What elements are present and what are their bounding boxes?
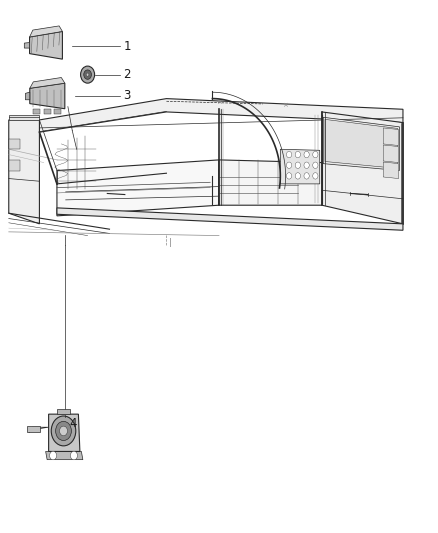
Polygon shape — [25, 92, 30, 100]
Circle shape — [60, 426, 67, 436]
Polygon shape — [325, 119, 398, 168]
Polygon shape — [383, 128, 399, 146]
Polygon shape — [46, 451, 83, 459]
Circle shape — [304, 162, 309, 168]
Polygon shape — [57, 160, 219, 216]
Polygon shape — [29, 427, 49, 433]
Circle shape — [304, 151, 309, 158]
Text: 4: 4 — [69, 417, 77, 430]
Text: 3: 3 — [124, 90, 131, 102]
Polygon shape — [33, 109, 40, 114]
Polygon shape — [39, 99, 403, 132]
Polygon shape — [25, 43, 30, 48]
Circle shape — [304, 173, 309, 179]
Polygon shape — [30, 26, 62, 37]
Polygon shape — [383, 145, 399, 163]
Polygon shape — [322, 112, 403, 224]
Circle shape — [71, 451, 78, 460]
Text: |: | — [169, 238, 172, 247]
Polygon shape — [280, 149, 320, 184]
Polygon shape — [57, 408, 70, 414]
Text: ×: × — [216, 99, 222, 106]
Text: 1: 1 — [124, 40, 131, 53]
Circle shape — [51, 416, 76, 446]
Polygon shape — [219, 160, 322, 205]
Polygon shape — [9, 139, 20, 149]
Circle shape — [56, 421, 71, 440]
Circle shape — [286, 162, 292, 168]
Polygon shape — [9, 115, 39, 120]
Circle shape — [295, 173, 300, 179]
Circle shape — [313, 173, 318, 179]
Text: 2: 2 — [124, 68, 131, 81]
Circle shape — [86, 73, 89, 76]
Polygon shape — [30, 83, 65, 109]
Polygon shape — [27, 426, 40, 432]
Circle shape — [295, 162, 300, 168]
Polygon shape — [54, 109, 61, 114]
Polygon shape — [323, 117, 399, 171]
Circle shape — [84, 70, 92, 79]
Polygon shape — [9, 120, 39, 224]
Circle shape — [286, 151, 292, 158]
Circle shape — [313, 151, 318, 158]
Circle shape — [295, 151, 300, 158]
Polygon shape — [57, 208, 403, 230]
Circle shape — [313, 162, 318, 168]
Polygon shape — [30, 31, 62, 59]
Polygon shape — [9, 160, 20, 171]
Circle shape — [49, 451, 57, 460]
Polygon shape — [49, 414, 80, 451]
Circle shape — [81, 66, 95, 83]
Circle shape — [286, 173, 292, 179]
Text: ×: × — [282, 102, 288, 109]
Polygon shape — [30, 77, 65, 88]
Polygon shape — [44, 109, 51, 114]
Polygon shape — [383, 162, 399, 179]
